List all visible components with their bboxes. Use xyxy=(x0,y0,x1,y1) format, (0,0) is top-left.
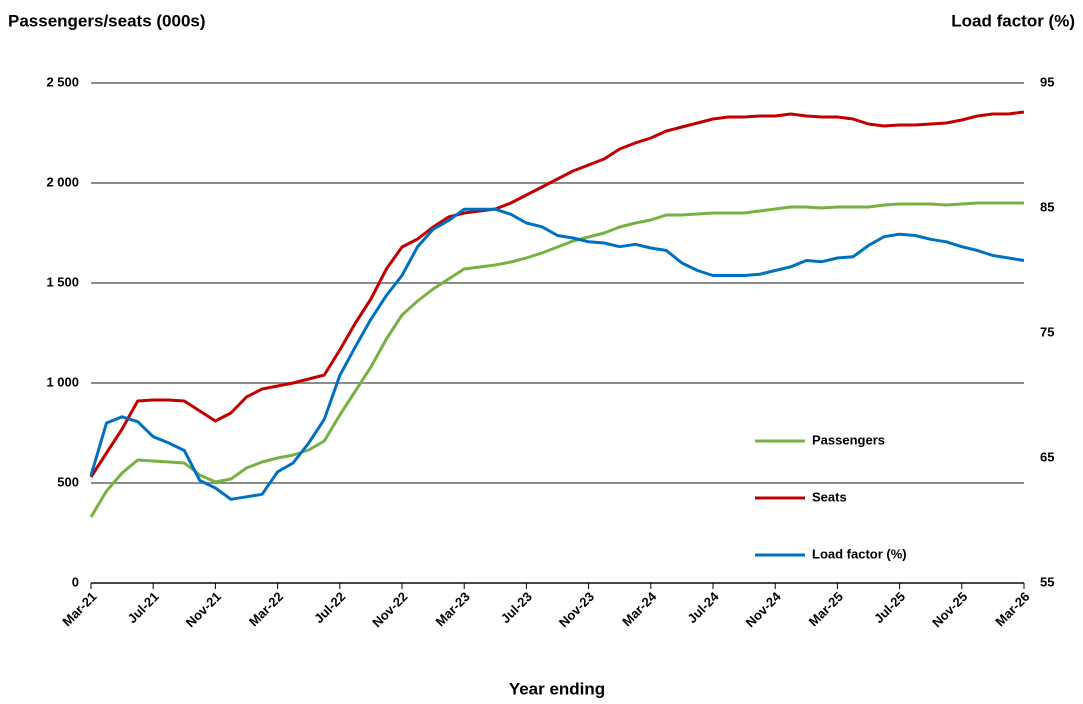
y2-tick-label: 85 xyxy=(1040,199,1054,214)
x-axis-label: Year ending xyxy=(509,679,605,698)
y-tick-label: 2 500 xyxy=(46,74,79,89)
legend-label: Passengers xyxy=(812,432,885,447)
y-tick-label: 1 000 xyxy=(46,374,79,389)
y2-tick-label: 75 xyxy=(1040,324,1054,339)
x-tick-label: Jul-25 xyxy=(871,589,908,626)
x-tick-label: Jul-22 xyxy=(311,589,348,626)
legend-label: Seats xyxy=(812,489,847,504)
x-tick-label: Jul-24 xyxy=(684,588,722,626)
series-line xyxy=(89,110,1025,478)
y2-axis-label: Load factor (%) xyxy=(951,11,1075,30)
x-tick-label: Nov-22 xyxy=(369,589,410,630)
x-tick-label: Mar-26 xyxy=(992,589,1032,629)
y-tick-label: 0 xyxy=(72,574,79,589)
series-line xyxy=(89,207,1025,501)
x-tick-label: Mar-22 xyxy=(246,589,286,629)
x-tick-label: Mar-23 xyxy=(433,589,473,629)
x-tick-label: Mar-25 xyxy=(806,589,846,629)
y-tick-label: 1 500 xyxy=(46,274,79,289)
x-tick-label: Nov-23 xyxy=(556,589,597,630)
y2-tick-label: 95 xyxy=(1040,74,1054,89)
series-line xyxy=(89,201,1024,518)
x-tick-label: Jul-21 xyxy=(125,589,162,626)
x-tick-label: Nov-24 xyxy=(742,588,784,630)
y2-tick-label: 55 xyxy=(1040,574,1054,589)
x-tick-label: Nov-25 xyxy=(929,589,970,630)
y-axis-label: Passengers/seats (000s) xyxy=(8,11,206,30)
legend-label: Load factor (%) xyxy=(812,546,907,561)
y-tick-label: 500 xyxy=(57,474,79,489)
y-tick-label: 2 000 xyxy=(46,174,79,189)
x-tick-label: Mar-24 xyxy=(619,588,660,629)
x-tick-label: Mar-21 xyxy=(59,589,99,629)
y2-tick-label: 65 xyxy=(1040,449,1054,464)
x-tick-label: Nov-21 xyxy=(183,589,224,630)
x-tick-label: Jul-23 xyxy=(498,589,535,626)
